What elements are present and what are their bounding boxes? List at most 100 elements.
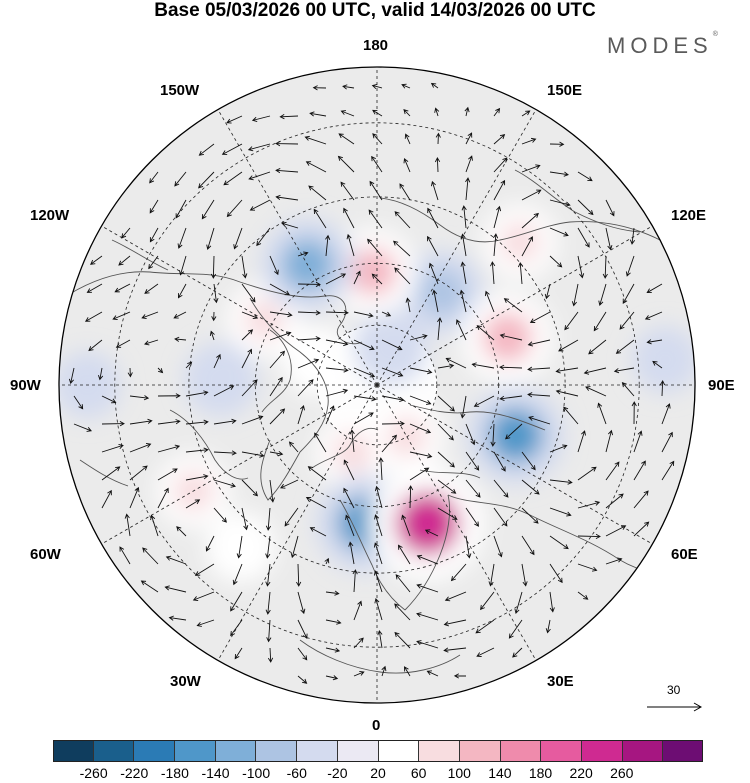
wind-vector-154 [409, 334, 428, 341]
wind-vector-73 [427, 207, 439, 229]
wind-vector-325 [521, 563, 528, 587]
wind-vector-238 [314, 432, 327, 453]
meridian-330 [376, 384, 537, 661]
wind-vector-150 [297, 336, 321, 342]
wind-vector-24 [435, 132, 441, 145]
wind-vector-182 [555, 367, 579, 374]
wind-vector-122 [84, 311, 103, 322]
wind-vector-210 [129, 418, 153, 425]
meridian-300 [376, 384, 653, 545]
wind-vector-276 [213, 507, 227, 523]
wind-vector-259 [307, 466, 327, 481]
wind-vector-245 [521, 451, 536, 471]
wind-vector-175 [381, 367, 404, 377]
wind-vector-262 [409, 467, 430, 481]
wind-vector-130 [325, 310, 349, 316]
wind-vector-205 [585, 386, 607, 397]
wind-vector-253 [157, 468, 178, 481]
wind-vector-77 [549, 227, 569, 237]
wind-vector-355 [443, 619, 467, 627]
wind-vector-234 [213, 450, 237, 456]
wind-vector-22 [372, 133, 383, 145]
wind-vector-297 [265, 535, 271, 559]
anomaly-outer-1 [631, 326, 695, 394]
wind-vector-115 [490, 261, 496, 285]
wind-vector-265 [493, 479, 509, 498]
reference-vector-arrow [647, 702, 703, 712]
wind-vector-296 [236, 535, 243, 559]
wind-vector-112 [394, 267, 411, 285]
wind-vector-251 [101, 466, 121, 481]
wind-vector-19 [275, 141, 299, 147]
wind-vector-41 [493, 157, 508, 173]
wind-vector-266 [521, 479, 540, 495]
wind-vector-318 [324, 557, 330, 565]
wind-vector-53 [369, 180, 383, 201]
wind-vector-165 [98, 367, 104, 381]
colorbar-tick-label: -260 [79, 765, 108, 781]
wind-vector-326 [549, 563, 563, 584]
wind-vector-13 [464, 106, 470, 117]
wind-vector-7 [279, 114, 299, 120]
wind-vector-328 [605, 557, 623, 565]
wind-vector-177 [437, 363, 455, 369]
wind-vector-121 [646, 283, 663, 294]
wind-vector-288 [549, 507, 572, 517]
wind-vector-169 [213, 353, 221, 369]
wind-vector-158 [499, 333, 523, 341]
wind-vector-96 [521, 236, 533, 257]
lon-label-0: 0 [372, 717, 381, 734]
wind-vector-152 [353, 339, 375, 351]
wind-vector-170 [241, 348, 253, 369]
wind-vector-132 [381, 311, 392, 317]
wind-vector-156 [456, 319, 467, 341]
colorbar-swatch-9 [419, 740, 460, 762]
wind-vector-335 [325, 590, 340, 596]
wind-vector-271 [661, 460, 675, 481]
colorbar [53, 740, 703, 762]
wind-vector-134 [432, 289, 439, 313]
wind-vector-32 [223, 171, 243, 186]
wind-vector-111 [371, 273, 383, 285]
wind-vector-241 [409, 451, 433, 459]
wind-vector-321 [398, 544, 411, 565]
anomaly-core-13 [482, 312, 533, 363]
wind-vector-143 [88, 339, 103, 352]
wind-vector-240 [381, 434, 397, 453]
wind-vector-350 [325, 619, 342, 625]
wind-vector-95 [492, 233, 499, 257]
wind-vector-34 [275, 168, 299, 174]
wind-vector-35 [305, 161, 327, 173]
wind-vector-162 [615, 339, 635, 354]
wind-vector-81 [90, 255, 103, 265]
wind-vector-173 [325, 367, 349, 373]
wind-vector-284 [437, 507, 458, 520]
wind-vector-287 [521, 507, 539, 524]
wind-vector-144 [115, 339, 131, 348]
colorbar-swatch-3 [175, 740, 216, 762]
wind-vector-12 [434, 107, 440, 117]
wind-vector-30 [174, 171, 187, 187]
wind-vector-308 [577, 533, 601, 540]
wind-vector-255 [213, 479, 236, 488]
anomaly-core-10 [370, 327, 412, 369]
anomaly-core-16 [488, 408, 543, 463]
meridian-30 [217, 384, 378, 661]
wind-vector-336 [352, 569, 358, 593]
wind-vector-239 [349, 429, 355, 453]
wind-vector-184 [613, 367, 635, 374]
wind-vector-18 [247, 143, 271, 152]
wind-vector-0 [312, 85, 327, 91]
wind-vector-59 [549, 199, 571, 207]
wind-vector-137 [503, 298, 523, 313]
wind-vector-64 [177, 227, 187, 249]
wind-vector-125 [173, 311, 187, 319]
wind-vector-43 [549, 171, 569, 177]
colorbar-frame [53, 740, 703, 762]
wind-vector-176 [409, 367, 433, 375]
wind-vector-268 [577, 466, 597, 481]
wind-vector-91 [367, 238, 383, 257]
wind-vector-65 [206, 227, 215, 250]
wind-vector-57 [493, 179, 506, 201]
